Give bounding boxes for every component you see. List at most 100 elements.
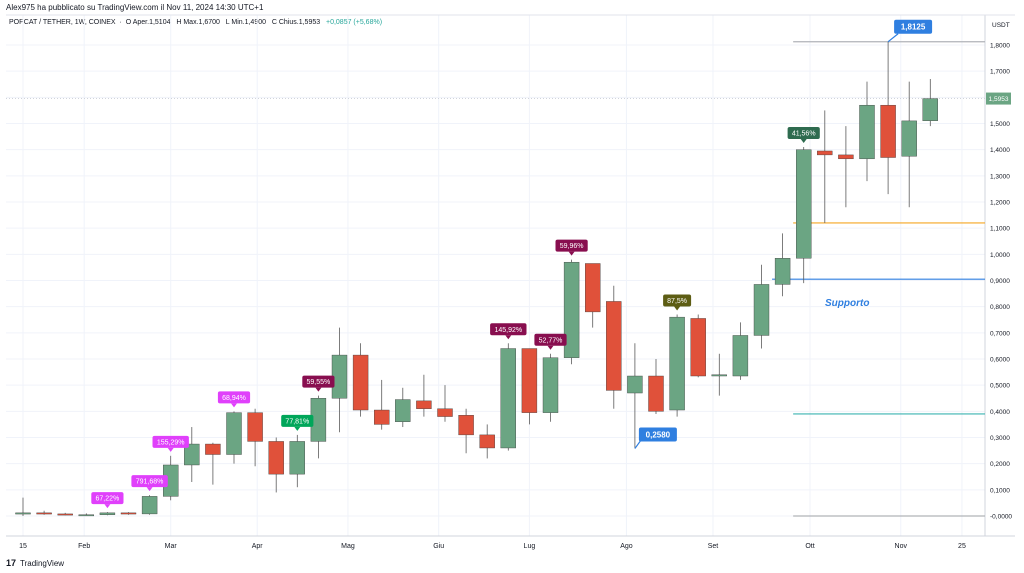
badge-pointer [231, 403, 237, 408]
symbol-legend: POPCAT / TETHER, 1W, COINEX · O Aper.1,5… [9, 19, 383, 26]
candle-down [458, 415, 474, 436]
candle-up [331, 354, 348, 399]
x-tick-label: Lug [524, 543, 536, 550]
y-tick-label: 0,5000 [990, 383, 1010, 390]
tradingview-footer: 17 TradingView [6, 558, 64, 568]
badge-pointer [800, 139, 807, 144]
percent-badge-label: 145,92% [494, 327, 522, 334]
percent-badge-label: 41,56% [792, 131, 816, 138]
legend-close-label: C [271, 19, 277, 26]
percent-badge [152, 435, 189, 448]
legend-open: Aper.1,5104 [132, 19, 171, 26]
candle-down [36, 512, 52, 515]
last-price-tag [986, 92, 1011, 105]
badge-pointer [547, 345, 554, 350]
x-tick-label: Giu [433, 543, 444, 550]
candle-down [374, 409, 390, 425]
candle-up [141, 496, 158, 515]
legend-low-label: L [225, 19, 230, 26]
candle-up [669, 316, 685, 411]
candle-up [226, 412, 242, 455]
legend-symbol: POPCAT / TETHER, 1W, COINEX [9, 19, 116, 26]
percent-badge [663, 294, 692, 307]
price-callout [638, 427, 677, 442]
x-tick-label: Set [708, 543, 719, 550]
x-tick-label: 15 [19, 543, 27, 550]
y-tick-label: 0,7000 [990, 330, 1010, 337]
x-tick-label: Mar [165, 543, 178, 550]
y-tick-label: 1,0000 [990, 252, 1010, 259]
y-tick-label: 1,7000 [990, 69, 1010, 76]
callout-connector [887, 33, 899, 43]
percent-badge-label: 67,22% [96, 496, 120, 503]
candle-up [859, 104, 875, 160]
candle-up [796, 149, 812, 259]
price-callout [894, 19, 933, 34]
y-tick-label: 0,1000 [990, 487, 1010, 494]
candle-up [184, 443, 200, 466]
y-tick-label: 0,8000 [990, 304, 1010, 311]
candle-down [648, 375, 664, 412]
candle-down [205, 443, 221, 455]
candle-down [416, 400, 432, 409]
candle-up [500, 348, 516, 449]
candle-up [901, 120, 917, 157]
candle-up [627, 375, 643, 394]
badge-pointer [568, 251, 575, 256]
x-tick-label: Mag [341, 543, 355, 550]
price-callout-label: 0,2580 [646, 430, 671, 439]
currency-label: USDT [992, 22, 1010, 29]
publisher-line: Alex975 ha pubblicato su TradingView.com… [6, 3, 264, 12]
percent-badge-label: 68,94% [222, 395, 246, 402]
x-tick-label: Feb [78, 543, 90, 550]
y-tick-label: 1,4000 [990, 147, 1010, 154]
candle-up [753, 284, 770, 336]
percent-badge-label: 59,55% [307, 379, 331, 386]
percent-badge-label: 59,96% [560, 243, 584, 250]
percent-badge [217, 391, 251, 404]
last-price-label: 1,5953 [989, 96, 1009, 103]
candle-down [817, 150, 833, 156]
footer-brand: TradingView [20, 558, 65, 568]
percent-badge-label: 77,81% [285, 418, 309, 425]
candle-down [57, 513, 73, 516]
y-tick-label: 1,5000 [990, 121, 1010, 128]
candle-up [99, 512, 116, 515]
badge-pointer [674, 306, 681, 311]
y-tick-label: 0,9000 [990, 278, 1010, 285]
y-tick-label: 0,3000 [990, 435, 1010, 442]
percent-badge [787, 127, 820, 140]
candle-down [247, 412, 263, 442]
x-tick-label: Ago [620, 543, 633, 550]
candle-down [606, 301, 622, 391]
candle-up [732, 335, 749, 377]
legend-high-label: H [176, 19, 182, 26]
candle-down [352, 354, 369, 411]
percent-badge [91, 492, 124, 505]
candle-down [585, 263, 601, 313]
candle-up [774, 258, 791, 285]
y-tick-label: 1,1000 [990, 226, 1010, 233]
candle-up [711, 374, 727, 377]
candle-up [922, 98, 938, 121]
candle-up [563, 261, 580, 358]
candle-up [15, 512, 31, 515]
candle-up [289, 441, 305, 475]
candle-down [880, 104, 896, 158]
percent-badge [281, 414, 314, 427]
percent-badge [490, 323, 527, 336]
candle-down [838, 154, 854, 160]
candle-down [479, 434, 495, 449]
percent-badge [302, 375, 335, 388]
candle-down [268, 441, 284, 475]
legend-low: Min.1,4900 [231, 19, 267, 26]
legend-change: +0,0857 (+5,68%) [325, 19, 383, 26]
percent-badge-label: 791,68% [136, 479, 164, 486]
candle-up [395, 399, 411, 422]
y-tick-label: 0,2000 [990, 461, 1010, 468]
x-tick-label: Ott [805, 543, 814, 550]
x-tick-label: Apr [252, 543, 264, 550]
y-tick-label: 0,6000 [990, 357, 1010, 364]
legend-close: Chius.1,5953 [278, 19, 321, 26]
